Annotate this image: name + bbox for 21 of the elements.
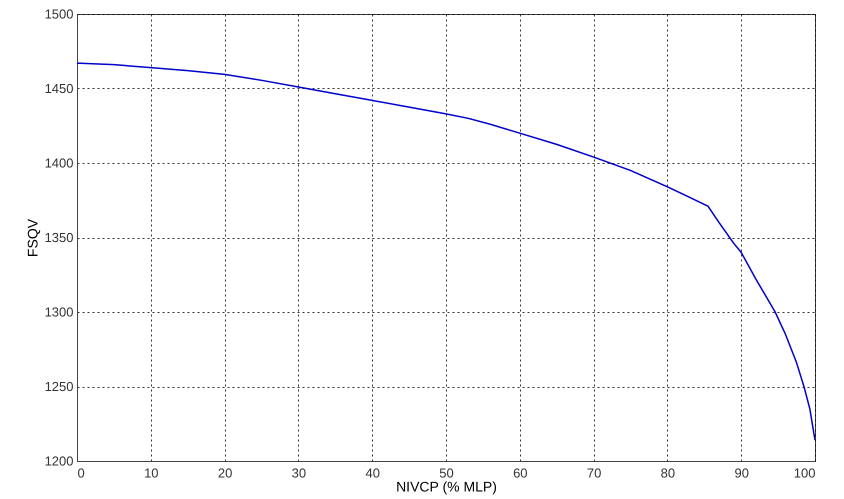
y-tick-label: 1500 [44,6,74,22]
x-tick-label: 0 [78,466,85,480]
x-axis-title: NIVCP (% MLP) [396,478,497,494]
x-tick-label: 50 [439,466,454,480]
x-tick-label: 60 [513,466,528,480]
x-tick-label: 20 [218,466,232,480]
y-axis-title: FSQV [24,218,41,258]
y-tick-label: 1200 [44,454,74,468]
y-tick-label: 1350 [44,230,74,245]
x-tick-label: 90 [734,466,749,480]
x-tick-label: 100 [794,466,816,480]
x-tick-label: 40 [365,466,380,480]
y-tick-label: 1250 [44,379,74,394]
x-tick-label: 30 [292,466,306,480]
line-series [77,62,815,441]
y-tick-label: 1450 [44,81,74,96]
x-tick-label: 10 [144,466,159,480]
x-tick-label: 70 [586,466,602,480]
y-tick-label: 1300 [44,304,74,320]
y-tick-label: 1400 [44,156,74,170]
x-tick-label: 80 [660,466,676,480]
